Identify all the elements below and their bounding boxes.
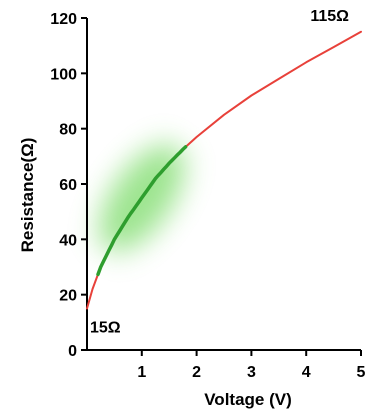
y-tick-label: 60 — [59, 177, 77, 194]
annotation-label: 15Ω — [90, 320, 121, 337]
x-tick-label: 4 — [302, 364, 311, 381]
axes — [81, 17, 362, 356]
annotation-label: 115Ω — [310, 8, 349, 25]
x-tick-label: 2 — [192, 364, 201, 381]
y-tick-label: 40 — [59, 232, 77, 249]
y-tick-label: 100 — [50, 66, 77, 83]
x-tick-label: 5 — [357, 364, 366, 381]
x-axis-label: Voltage (V) — [204, 390, 292, 409]
y-tick-label: 0 — [68, 343, 77, 360]
y-tick-label: 20 — [59, 288, 77, 305]
annotations: 15Ω 115Ω — [90, 8, 349, 337]
y-tick-label: 80 — [59, 122, 77, 139]
x-tick-label: 3 — [247, 364, 256, 381]
tick-labels: 0 20 40 60 80 100 120 1 2 3 4 5 — [50, 11, 365, 381]
series — [86, 30, 362, 310]
highlight-segment — [96, 145, 188, 277]
x-tick-label: 1 — [137, 364, 146, 381]
y-tick-label: 120 — [50, 11, 77, 28]
y-axis-label: Resistance(Ω) — [18, 138, 37, 253]
